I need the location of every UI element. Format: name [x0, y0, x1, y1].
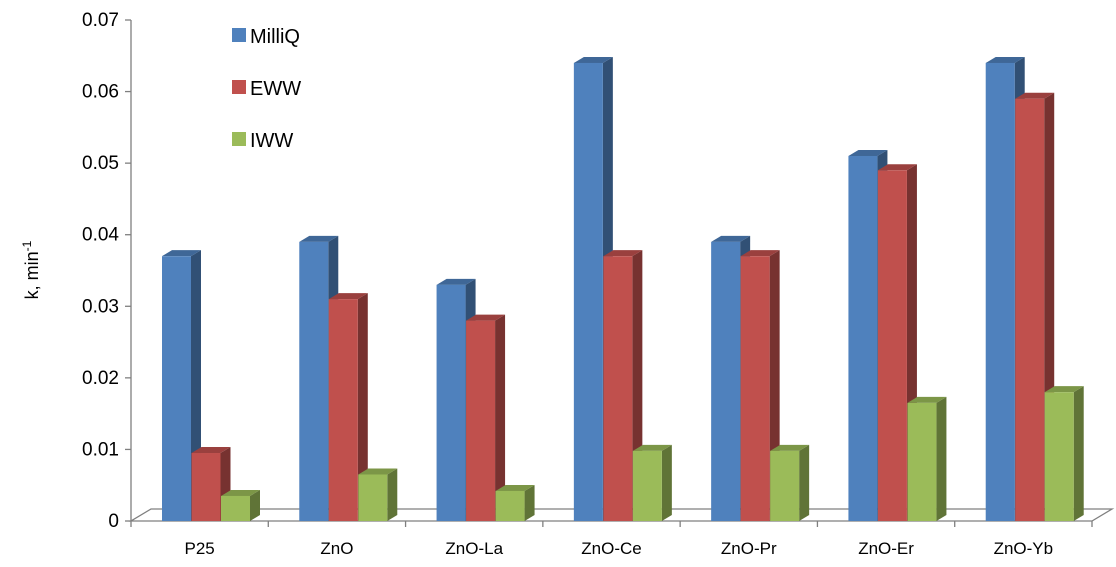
bar-top — [877, 164, 917, 171]
bar-top — [985, 56, 1025, 63]
bar-front — [1015, 98, 1045, 521]
bar-top — [848, 149, 888, 156]
legend: MilliQ EWW IWW — [232, 26, 301, 152]
x-tick-label: ZnO — [320, 539, 353, 558]
y-tick-label: 0.06 — [82, 82, 119, 103]
bar-top — [221, 489, 260, 496]
bar-top — [1044, 386, 1084, 393]
x-tick-label: ZnO-Er — [858, 539, 914, 558]
bar-side — [661, 444, 672, 521]
bar-side — [1073, 386, 1084, 521]
bar — [221, 489, 260, 521]
bar-front — [436, 284, 466, 521]
bar — [770, 444, 810, 521]
bar — [495, 484, 535, 521]
bar-top — [495, 484, 535, 491]
bar-top — [603, 250, 643, 257]
bar-top — [907, 396, 947, 403]
y-tick-label: 0.05 — [82, 153, 119, 174]
bar-side — [524, 484, 535, 521]
bar-top — [573, 56, 613, 63]
bar-top — [770, 444, 810, 451]
y-axis-title: k, min-1 — [20, 240, 42, 299]
bar-front — [711, 241, 741, 521]
y-tick-label: 0.02 — [82, 368, 119, 389]
bar — [191, 447, 231, 521]
x-tick-label: ZnO-Ce — [581, 539, 641, 558]
bar-top — [632, 444, 672, 451]
y-tick-label: 0.07 — [82, 10, 119, 31]
bar — [907, 396, 947, 521]
bar-front — [632, 450, 662, 521]
bar — [162, 250, 201, 521]
bar-front — [495, 490, 525, 521]
y-tick-label: 0.03 — [82, 296, 119, 317]
bars — [162, 56, 1084, 522]
y-tick-label: 0.04 — [82, 225, 119, 246]
bar-front — [221, 495, 250, 521]
bar-top — [191, 447, 231, 454]
bar-top — [466, 314, 506, 321]
bar-front — [328, 299, 358, 521]
bar-front — [740, 256, 770, 521]
bar-top — [740, 250, 780, 257]
bar-side — [799, 444, 810, 521]
bar-top — [1015, 92, 1055, 99]
y-tick-label: 0 — [108, 511, 119, 532]
bar-top — [162, 250, 201, 257]
bar — [358, 468, 398, 521]
bar-front — [770, 450, 800, 521]
bar-front — [985, 62, 1015, 521]
bar — [632, 444, 672, 521]
bar-front — [1044, 392, 1074, 521]
x-tick-label: ZnO-Pr — [721, 539, 777, 558]
x-tick-label: P25 — [185, 539, 215, 558]
bar-side — [387, 468, 398, 521]
bar — [466, 314, 506, 521]
bar-front — [848, 155, 878, 521]
bar-top — [436, 278, 476, 285]
legend-label: IWW — [250, 130, 293, 152]
bar-side — [495, 314, 506, 521]
legend-swatch — [232, 132, 246, 146]
bar-top — [299, 235, 339, 242]
x-tick-label: ZnO-Yb — [994, 539, 1054, 558]
y-tick-label: 0.01 — [82, 439, 119, 460]
bar-front — [907, 402, 937, 521]
axis-labels: 0 0.01 0.02 0.03 0.04 0.05 0.06 0.07 P25 ZnO ZnO-L… — [82, 10, 1053, 558]
bar-front — [603, 256, 633, 521]
bar-front — [466, 320, 496, 521]
x-tick-label: ZnO-La — [445, 539, 503, 558]
legend-label: MilliQ — [250, 26, 300, 48]
bar-front — [358, 474, 388, 521]
legend-label: EWW — [250, 78, 301, 100]
bar-top — [711, 235, 751, 242]
bar-side — [357, 293, 368, 521]
legend-swatch — [232, 80, 246, 94]
bar-top — [328, 293, 368, 300]
bar-front — [573, 62, 603, 521]
bar-front — [877, 170, 907, 522]
bar-front — [191, 453, 221, 521]
bar-side — [936, 396, 947, 521]
bar — [328, 293, 368, 521]
y-axis-title-superscript: -1 — [20, 240, 34, 251]
bar-front — [299, 241, 329, 521]
bar — [1044, 386, 1084, 521]
legend-swatch — [232, 28, 246, 42]
bar-front — [162, 256, 191, 521]
bar-side — [250, 489, 260, 521]
bar-top — [358, 468, 398, 475]
